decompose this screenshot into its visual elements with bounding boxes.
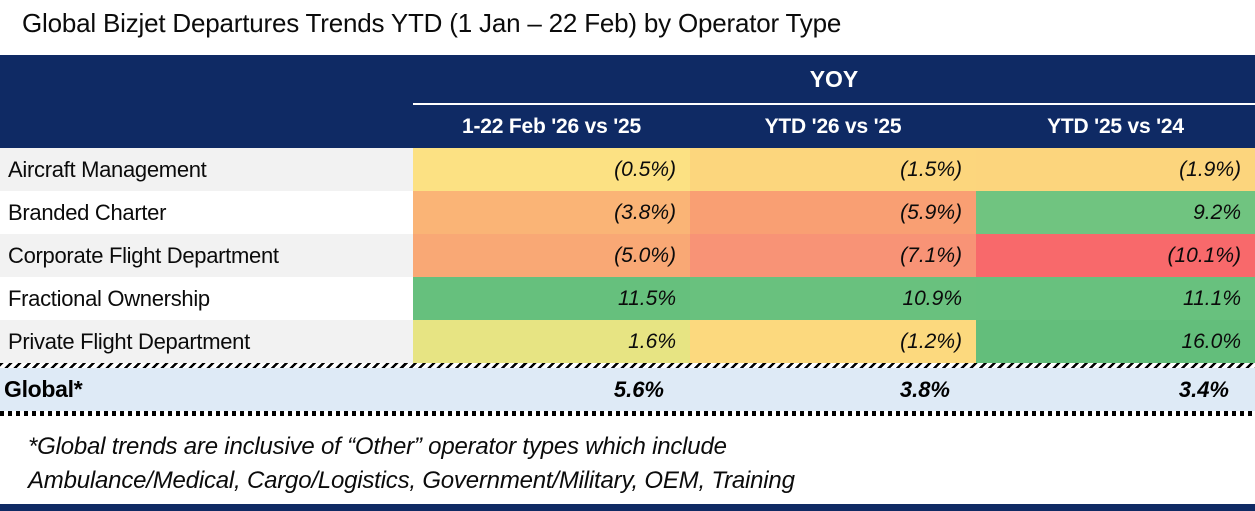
table-header: YOY 1-22 Feb '26 vs '25 YTD '26 vs '25 Y…	[0, 55, 1255, 148]
row-label: Branded Charter	[0, 191, 413, 234]
value-cell: 9.2%	[976, 191, 1255, 234]
global-row-top-border	[0, 363, 1255, 368]
table-row: Aircraft Management (0.5%) (1.5%) (1.9%)	[0, 148, 1255, 191]
table-row: Fractional Ownership 11.5% 10.9% 11.1%	[0, 277, 1255, 320]
footnote-line-1: *Global trends are inclusive of “Other” …	[28, 433, 727, 460]
value-cell: 10.9%	[690, 277, 976, 320]
global-value-cell: 5.6%	[613, 376, 664, 402]
value-cell: (1.9%)	[976, 148, 1255, 191]
page-title: Global Bizjet Departures Trends YTD (1 J…	[22, 8, 842, 38]
table-row: Branded Charter (3.8%) (5.9%) 9.2%	[0, 191, 1255, 234]
value-cell: (7.1%)	[690, 234, 976, 277]
value-cell: (10.1%)	[976, 234, 1255, 277]
column-header-ytd-25: YTD '25 vs '24	[1047, 114, 1184, 138]
departures-table: YOY 1-22 Feb '26 vs '25 YTD '26 vs '25 Y…	[0, 55, 1255, 416]
value-cell: (5.0%)	[413, 234, 690, 277]
table-row: Corporate Flight Department (5.0%) (7.1%…	[0, 234, 1255, 277]
row-label: Corporate Flight Department	[0, 234, 413, 277]
group-header-cell: YOY	[413, 55, 1255, 105]
footnote-line-2: Ambulance/Medical, Cargo/Logistics, Gove…	[28, 467, 795, 494]
bottom-accent-bar	[0, 504, 1255, 511]
value-cell: (3.8%)	[413, 191, 690, 234]
value-cell: (1.5%)	[690, 148, 976, 191]
global-row-label: Global*	[4, 376, 83, 402]
value-cell: (1.2%)	[690, 320, 976, 363]
value-cell: 16.0%	[976, 320, 1255, 363]
footnote: *Global trends are inclusive of “Other” …	[28, 430, 1228, 498]
row-label: Private Flight Department	[0, 320, 413, 363]
global-value-cell: 3.4%	[1178, 376, 1229, 402]
value-cell: (0.5%)	[413, 148, 690, 191]
column-header-ytd-26: YTD '26 vs '25	[764, 114, 902, 138]
row-label: Aircraft Management	[0, 148, 413, 191]
value-cell: (5.9%)	[690, 191, 976, 234]
value-cell: 11.1%	[976, 277, 1255, 320]
table-row: Private Flight Department 1.6% (1.2%) 16…	[0, 320, 1255, 363]
column-header-feb: 1-22 Feb '26 vs '25	[462, 114, 641, 138]
header-corner-cell	[0, 55, 413, 105]
header-corner-cell-2	[0, 105, 413, 148]
global-row-bottom-border	[0, 411, 1255, 416]
value-cell: 11.5%	[413, 277, 690, 320]
global-value-cell: 3.8%	[899, 376, 950, 402]
global-total-row: Global* 5.6% 3.8% 3.4%	[0, 368, 1255, 411]
group-header-label: YOY	[809, 65, 859, 92]
row-label: Fractional Ownership	[0, 277, 413, 320]
value-cell: 1.6%	[413, 320, 690, 363]
